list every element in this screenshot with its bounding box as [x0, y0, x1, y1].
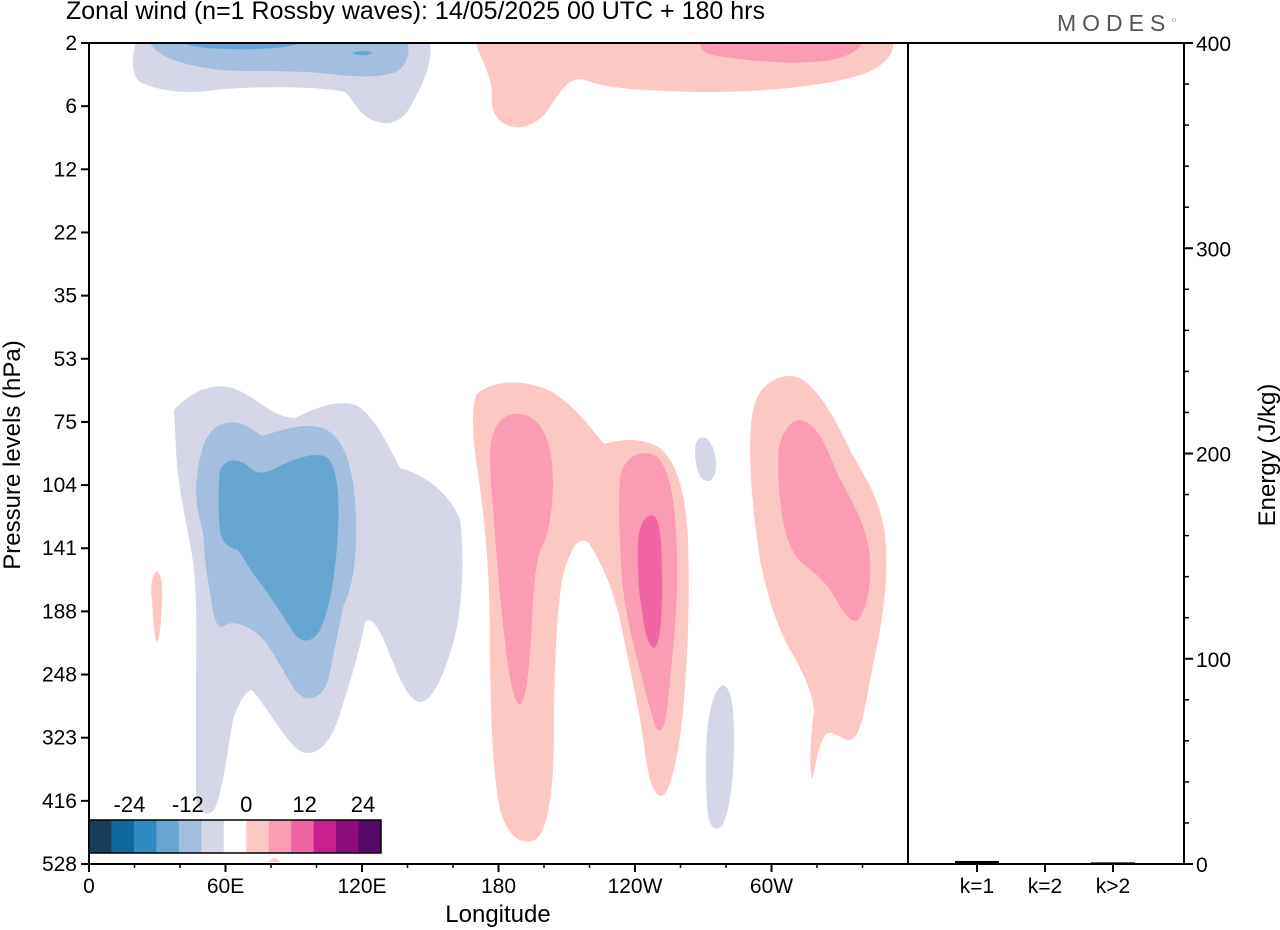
x-tick-label: 0 [83, 875, 95, 898]
contour-pos-right-level2 [778, 420, 871, 621]
y-tick-label: 75 [54, 411, 77, 434]
energy-category-label: k=1 [960, 875, 994, 898]
colorbar-label: -24 [114, 792, 146, 817]
colorbar-swatch [89, 820, 112, 853]
energy-plot-frame [907, 42, 1185, 865]
y-tick-label: 141 [42, 537, 77, 560]
energy-tick-label: 0 [1196, 854, 1208, 877]
y-tick-label: 104 [42, 474, 77, 497]
energy-axis-title: Energy (J/kg) [1254, 384, 1280, 527]
energy-category-label: k=2 [1028, 875, 1062, 898]
contour-pos-top-level1 [476, 43, 894, 128]
colorbar-label: 0 [240, 792, 252, 817]
colorbar-swatch [156, 820, 180, 853]
y-tick-label: 188 [42, 600, 77, 623]
colorbar-swatch [336, 820, 360, 853]
y-tick-label: 6 [65, 95, 77, 118]
contour-pos-mid-level2a [490, 413, 553, 705]
colorbar-swatch [223, 820, 247, 853]
colorbar-swatch [178, 820, 202, 853]
y-tick-label: 22 [54, 221, 77, 244]
x-tick-label: 60W [750, 875, 793, 898]
x-tick-label: 120W [608, 875, 663, 898]
x-tick-label: 60E [207, 875, 244, 898]
y-axis: 2 6 12 22 35 53 75 104 141 188 248 323 416 528 [42, 32, 89, 876]
y-tick-label: 416 [42, 790, 77, 813]
colorbar-label: -12 [172, 792, 204, 817]
x-tick-label: 180 [481, 875, 516, 898]
contour-neg-small-lower [706, 685, 734, 829]
colorbar-swatch [111, 820, 135, 853]
contour-neg-top-level3b [352, 51, 372, 56]
y-tick-label: 35 [54, 285, 77, 308]
colorbar-swatch [358, 820, 382, 853]
colorbar-swatch [313, 820, 337, 853]
energy-tick-label: 200 [1196, 444, 1231, 467]
y-tick-label: 248 [42, 664, 77, 687]
colorbar-label: 24 [351, 792, 375, 817]
contour-neg-small-upper [695, 437, 716, 481]
energy-bar [1023, 863, 1067, 864]
energy-axis: 0 100 200 300 400 [1184, 33, 1231, 877]
chart-title: Zonal wind (n=1 Rossby waves): 14/05/202… [66, 0, 765, 25]
colorbar: -24 -12 0 12 24 [88, 792, 382, 854]
contour-pos-speck-bottom [268, 858, 280, 862]
energy-bar [955, 860, 999, 864]
y-tick-label: 2 [65, 32, 77, 55]
contour-neg-top-level3 [185, 43, 300, 50]
energy-tick-label: 400 [1196, 33, 1231, 56]
contour-pos-mid-level3 [637, 515, 662, 648]
y-tick-label: 323 [42, 727, 77, 750]
colorbar-swatch [133, 820, 157, 853]
colorbar-swatch [291, 820, 315, 853]
contour-neg-top-level2 [150, 43, 409, 77]
y-axis-title: Pressure levels (hPa) [0, 340, 26, 569]
y-tick-label: 53 [54, 348, 77, 371]
y-tick-label: 12 [54, 158, 77, 181]
x-axis-title: Longitude [445, 901, 550, 928]
energy-tick-label: 300 [1196, 238, 1231, 261]
colorbar-swatch [268, 820, 292, 853]
contour-neg-mid-level3 [218, 454, 339, 641]
energy-bar [1091, 862, 1135, 864]
contour-plot [89, 43, 908, 864]
colorbar-frame [88, 819, 382, 854]
energy-bars: k=1 k=2 k>2 [955, 860, 1135, 898]
colorbar-label: 12 [292, 792, 316, 817]
y-tick-label: 528 [42, 853, 77, 876]
colorbar-swatch [246, 820, 270, 853]
brand-logo: MODES○ [1057, 10, 1177, 36]
energy-tick-label: 100 [1196, 649, 1231, 672]
x-axis: 0 60E 120E 180 120W 60W [83, 864, 864, 898]
energy-category-label: k>2 [1096, 875, 1130, 898]
contour-pos-small-left [151, 571, 163, 642]
colorbar-swatch [201, 820, 225, 853]
x-tick-label: 120E [337, 875, 386, 898]
contour-pos-top-level2 [700, 43, 862, 63]
